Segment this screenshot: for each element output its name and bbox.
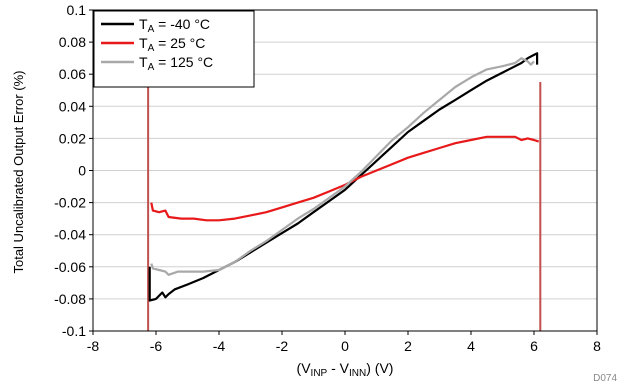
legend-label-prefix: T <box>139 16 148 32</box>
x-tick-label: 2 <box>404 338 412 354</box>
x-axis-label-mid: - V <box>327 360 349 376</box>
y-tick-label: 0.02 <box>59 130 86 146</box>
legend-label-sub: A <box>148 43 155 54</box>
x-tick-label: -8 <box>87 338 100 354</box>
x-tick-label: -6 <box>150 338 163 354</box>
x-axis-label-open: (V <box>297 360 312 376</box>
x-axis-label-close: ) (V) <box>366 360 393 376</box>
legend-label-prefix: T <box>139 35 148 51</box>
legend-label-suffix: = 25 °C <box>154 35 205 51</box>
x-tick-label: -4 <box>213 338 226 354</box>
y-tick-labels: 0.1 0.08 0.06 0.04 0.02 0 -0.02 -0.04 -0.06 -0.08… <box>54 2 86 339</box>
legend: TA = -40 °CTA = 25 °CTA = 125 °C <box>93 10 255 88</box>
x-tick-label: 0 <box>341 338 349 354</box>
y-tick-label: -0.06 <box>54 259 86 275</box>
series-line-2 <box>150 57 535 276</box>
edge-markers <box>147 82 542 331</box>
legend-label-sub: A <box>148 62 155 73</box>
y-tick-label: -0.08 <box>54 291 86 307</box>
y-axis-label: Total Uncalibrated Output Error (%) <box>11 70 26 273</box>
ticks <box>89 9 598 335</box>
x-tick-label: 6 <box>530 338 538 354</box>
y-tick-label: -0.02 <box>54 195 86 211</box>
x-tick-label: 4 <box>467 338 475 354</box>
legend-label-0: TA = -40 °C <box>139 16 210 35</box>
legend-label-1: TA = 25 °C <box>139 35 205 54</box>
x-tick-label: 8 <box>593 338 601 354</box>
y-tick-label: 0.1 <box>67 2 87 18</box>
y-tick-label: 0.08 <box>59 34 86 50</box>
series-line-1 <box>150 135 540 222</box>
y-tick-label: 0.06 <box>59 66 86 82</box>
x-tick-labels: -8 -6 -4 -2 0 2 4 6 8 <box>87 338 601 354</box>
x-axis-label-sub2: INN <box>349 368 366 379</box>
y-tick-label: -0.04 <box>54 227 86 243</box>
legend-label-2: TA = 125 °C <box>139 54 213 73</box>
y-tick-label: 0 <box>78 163 86 179</box>
y-tick-label: -0.1 <box>62 323 86 339</box>
legend-label-suffix: = 125 °C <box>154 54 213 70</box>
legend-label-prefix: T <box>139 54 148 70</box>
x-axis-label: (VINP - VINN) (V) <box>297 360 394 379</box>
y-tick-label: 0.04 <box>59 98 86 114</box>
legend-label-suffix: = -40 °C <box>154 16 210 32</box>
x-axis-label-sub1: INP <box>311 368 328 379</box>
x-tick-label: -2 <box>276 338 289 354</box>
watermark-code: D074 <box>593 373 617 384</box>
series-lines <box>148 52 540 302</box>
series-line-0 <box>148 52 539 302</box>
legend-label-sub: A <box>148 24 155 35</box>
